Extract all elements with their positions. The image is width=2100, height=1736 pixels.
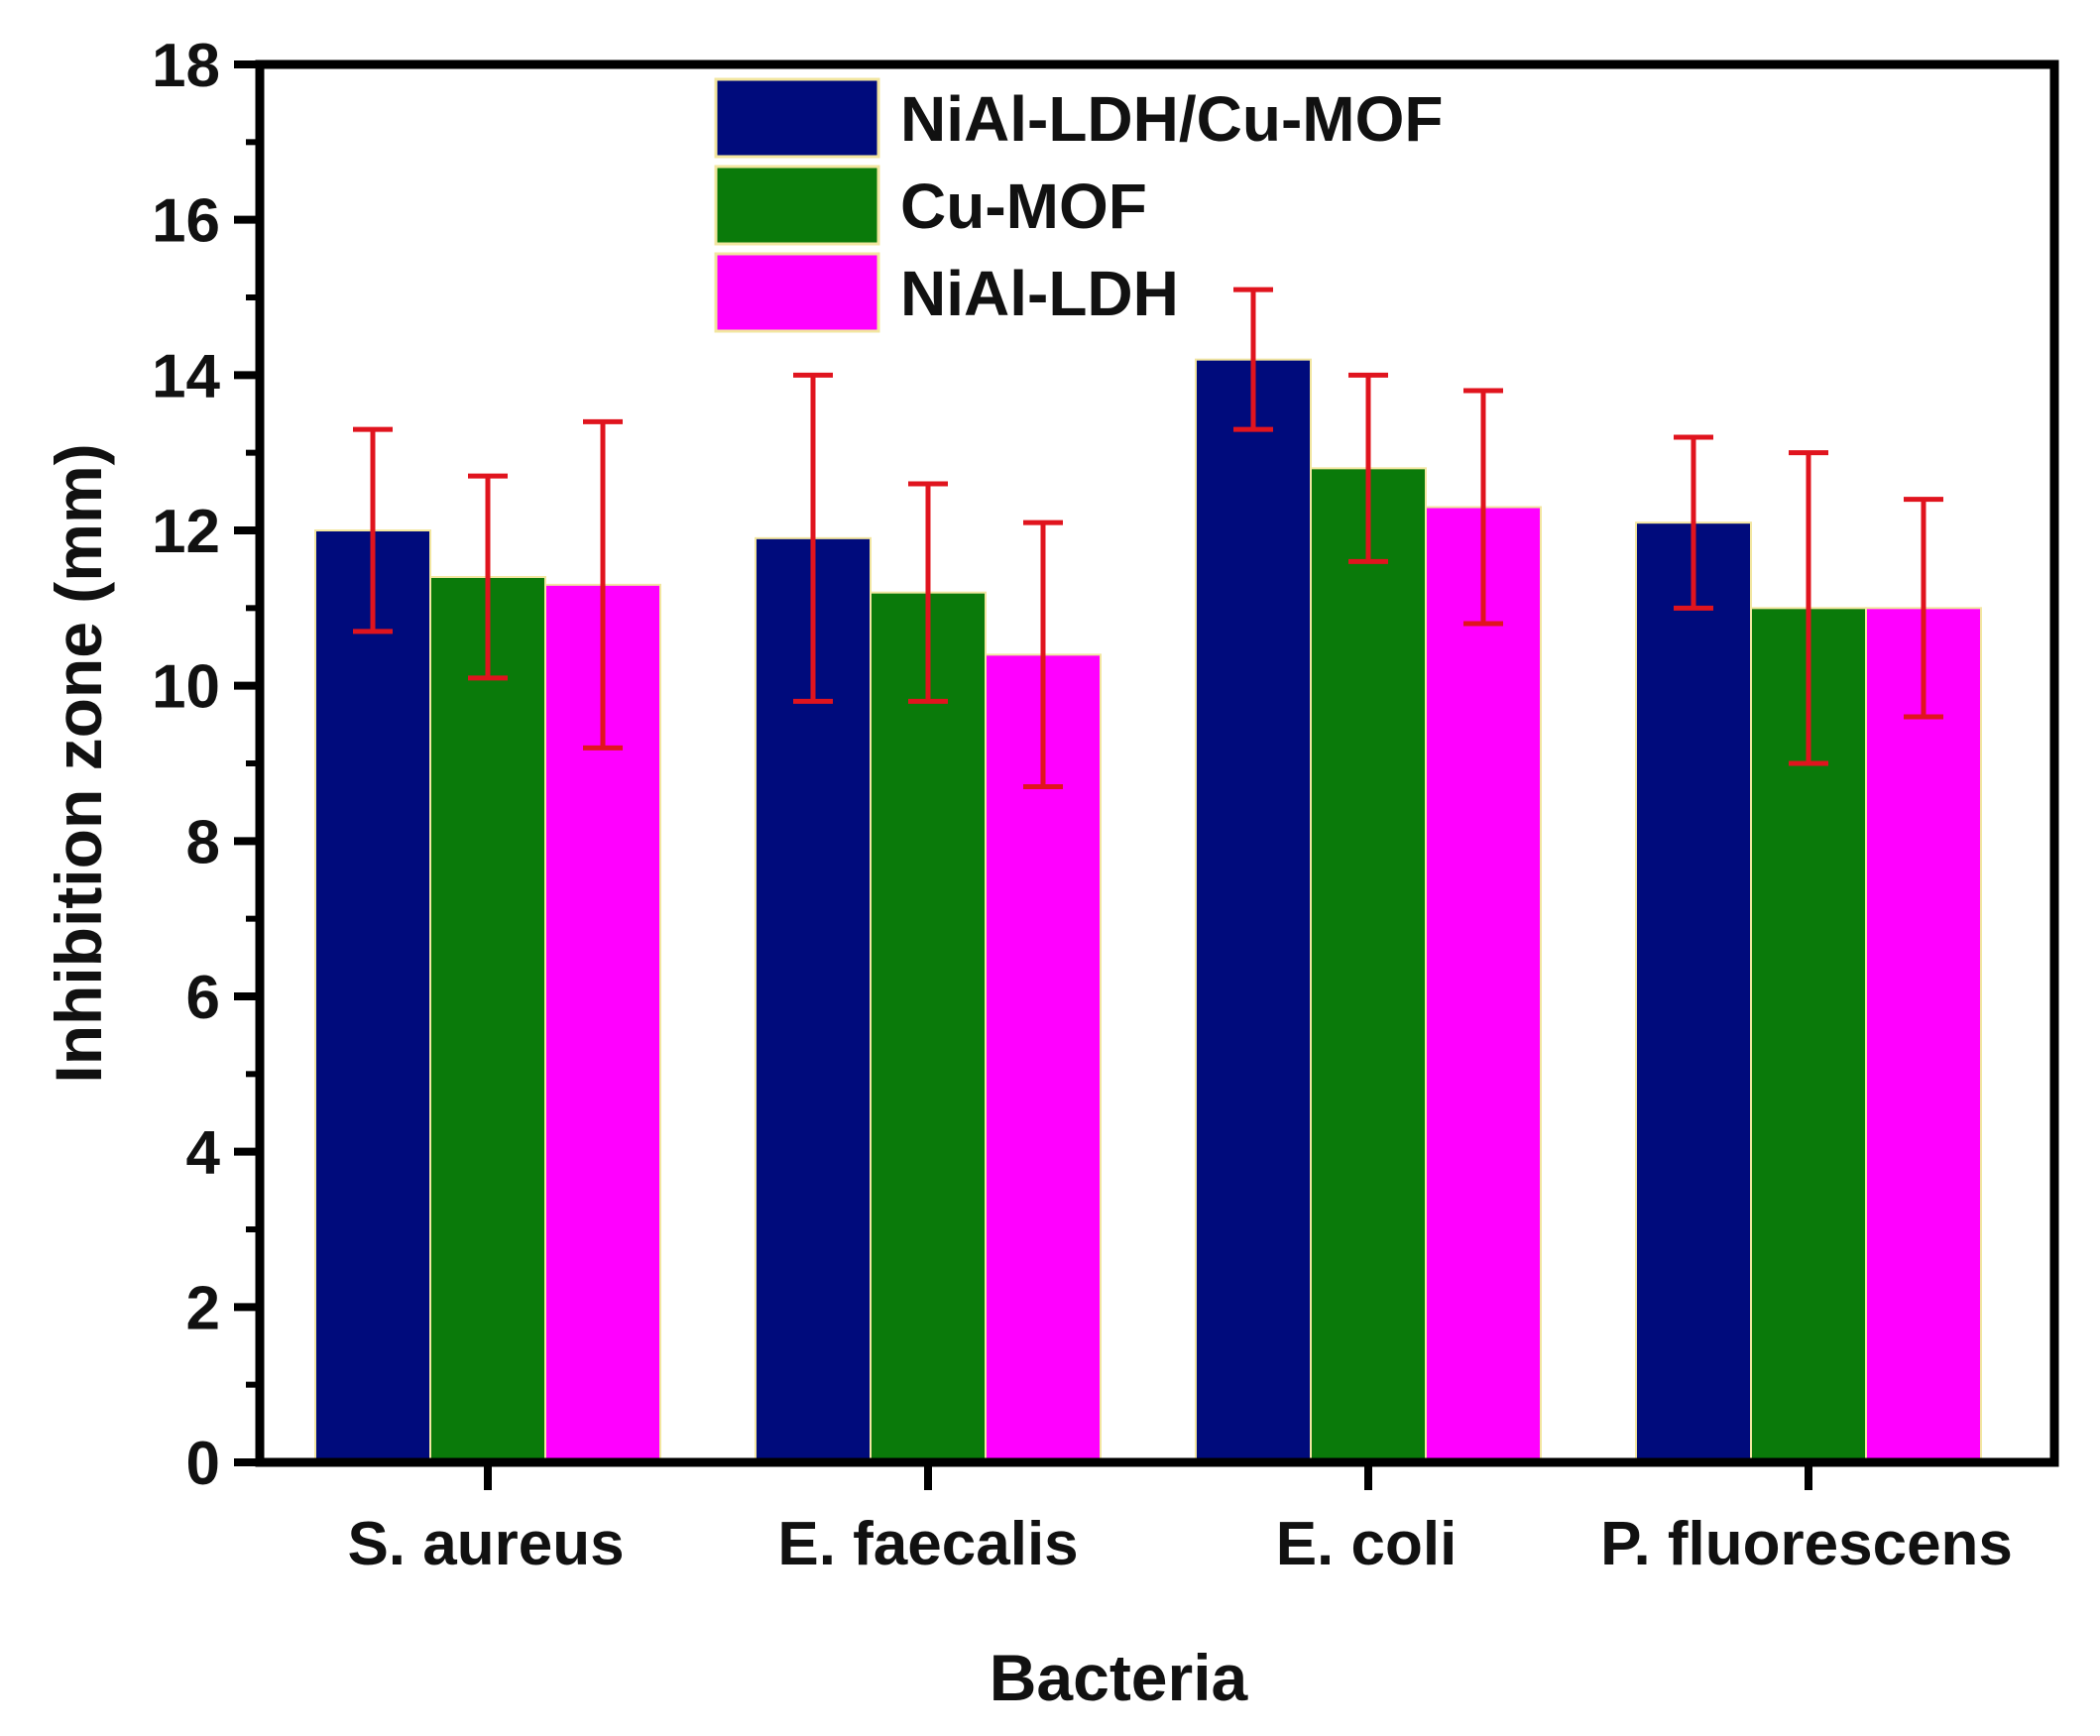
y-tick-label: 2 — [186, 1274, 220, 1342]
bar-3-4 — [1865, 607, 1982, 1463]
error-bar-2-3 — [1348, 372, 1388, 564]
legend-swatch — [714, 77, 880, 159]
x-tick-label: E. coli — [1276, 1510, 1458, 1578]
error-bar-1-2 — [793, 372, 833, 704]
legend-item-1: NiAl-LDH/Cu-MOF — [714, 77, 1443, 159]
error-bar-2-2 — [908, 481, 948, 704]
bars-layer — [314, 358, 1982, 1464]
x-tick-label: P. fluorescens — [1600, 1510, 2013, 1578]
bar-2-3 — [1310, 467, 1427, 1464]
bar-1-4 — [1635, 521, 1752, 1463]
y-tick-label: 4 — [186, 1119, 221, 1188]
error-bar-3-2 — [1023, 520, 1063, 789]
x-axis-title: Bacteria — [990, 1641, 1249, 1714]
bar-1-3 — [1195, 358, 1312, 1464]
legend-label: NiAl-LDH/Cu-MOF — [900, 83, 1443, 155]
error-bar-1-3 — [1233, 287, 1273, 432]
legend: NiAl-LDH/Cu-MOF Cu-MOF NiAl-LDH — [714, 77, 1443, 333]
y-tick-label: 12 — [152, 498, 220, 566]
y-tick-label: 14 — [152, 342, 220, 410]
bar-2-1 — [429, 576, 546, 1463]
y-tick-label: 16 — [152, 187, 220, 256]
y-tick-label: 0 — [186, 1430, 220, 1498]
error-bar-2-1 — [468, 473, 508, 681]
error-bar-3-3 — [1463, 388, 1503, 627]
error-bar-2-4 — [1789, 450, 1828, 766]
x-axis: S. aureus E. faecalis E. coli P. fluorescen… — [347, 1462, 2013, 1578]
legend-item-3: NiAl-LDH — [714, 252, 1179, 333]
legend-swatch — [714, 165, 880, 246]
error-bar-1-4 — [1674, 434, 1713, 611]
legend-swatch — [714, 252, 880, 333]
bar-1-1 — [314, 529, 431, 1463]
x-tick-label: S. aureus — [347, 1510, 624, 1578]
y-tick-label: 6 — [186, 964, 220, 1032]
bar-3-3 — [1425, 506, 1542, 1463]
x-tick-label: E. faecalis — [777, 1510, 1078, 1578]
error-bar-3-4 — [1904, 497, 1943, 720]
error-bar-3-1 — [583, 418, 623, 751]
legend-item-2: Cu-MOF — [714, 165, 1147, 246]
bar-2-2 — [870, 591, 987, 1463]
y-tick-label: 18 — [152, 32, 220, 100]
y-tick-label: 10 — [152, 653, 220, 722]
error-bars-layer — [353, 287, 1943, 789]
y-axis: 0 2 4 6 8 10 12 14 16 18 — [152, 32, 260, 1498]
y-tick-label: 8 — [186, 808, 220, 876]
y-axis-title: Inhibition zone (mm) — [42, 443, 115, 1083]
error-bar-1-1 — [353, 426, 393, 635]
legend-label: Cu-MOF — [900, 171, 1147, 242]
legend-label: NiAl-LDH — [900, 258, 1179, 329]
